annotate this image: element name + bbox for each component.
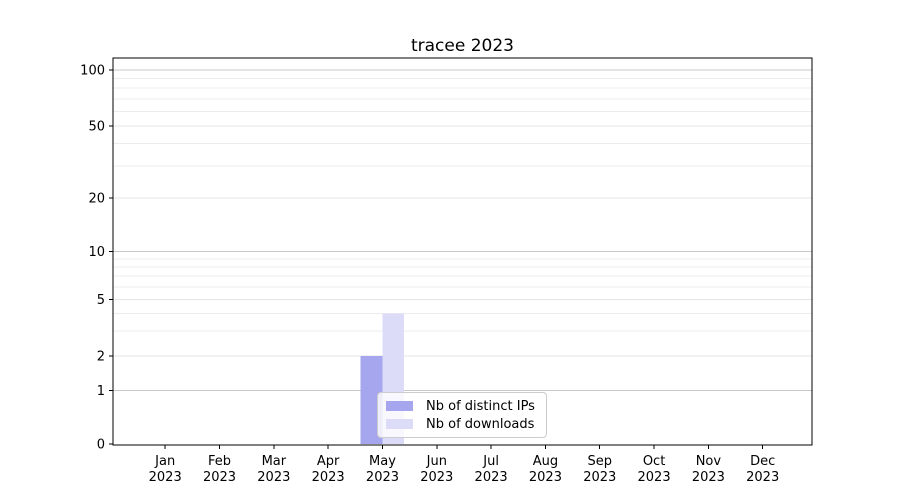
x-tick-label: Nov 2023: [692, 454, 725, 485]
legend-item-downloads: Nb of downloads: [386, 415, 538, 433]
y-tick-label: 50: [88, 120, 105, 135]
x-tick-label: Dec 2023: [746, 454, 779, 485]
y-tick-label: 100: [80, 64, 105, 79]
y-tick-label: 1: [97, 384, 105, 399]
y-tick-label: 5: [97, 293, 105, 308]
x-tick-label: Jan 2023: [149, 454, 182, 485]
x-tick-label: Jul 2023: [475, 454, 508, 485]
y-tick-label: 10: [88, 245, 105, 260]
legend-label-distinct-ips: Nb of distinct IPs: [426, 398, 535, 414]
chart-title: tracee 2023: [410, 36, 514, 56]
x-tick-label: Mar 2023: [257, 454, 290, 485]
y-tick-label: 2: [97, 350, 105, 365]
x-tick-label: Sep 2023: [583, 454, 616, 485]
x-tick-label: Aug 2023: [529, 454, 562, 485]
x-tick-label: May 2023: [366, 454, 399, 485]
legend-label-downloads: Nb of downloads: [426, 416, 535, 432]
legend: Nb of distinct IPs Nb of downloads: [377, 392, 547, 438]
y-tick-label: 0: [97, 438, 105, 453]
x-tick-label: Feb 2023: [203, 454, 236, 485]
x-tick-label: Apr 2023: [312, 454, 345, 485]
x-tick-label: Jun 2023: [420, 454, 453, 485]
legend-swatch-downloads: [386, 419, 413, 429]
y-tick-label: 20: [88, 192, 105, 207]
legend-item-distinct-ips: Nb of distinct IPs: [386, 397, 538, 415]
legend-swatch-distinct-ips: [386, 401, 413, 411]
x-tick-label: Oct 2023: [638, 454, 671, 485]
